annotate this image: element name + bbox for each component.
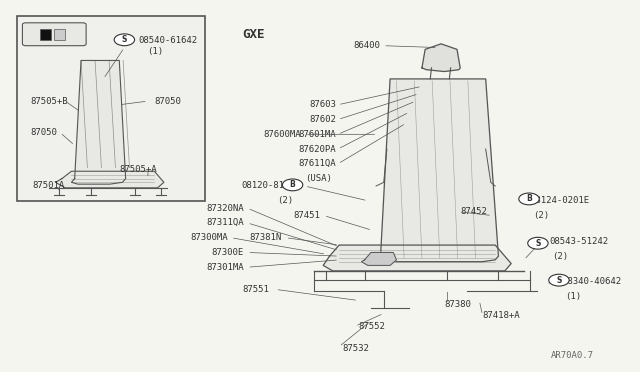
Text: 08120-8161E: 08120-8161E <box>242 182 301 190</box>
Text: 87300E: 87300E <box>211 248 244 257</box>
Text: AR70A0.7: AR70A0.7 <box>551 351 594 360</box>
Bar <box>40 29 51 40</box>
Text: 87300MA: 87300MA <box>190 233 228 242</box>
Text: 86400: 86400 <box>354 41 381 50</box>
Text: 87532: 87532 <box>342 344 369 353</box>
Text: 87551: 87551 <box>242 285 269 294</box>
Text: 87602: 87602 <box>309 115 336 124</box>
Text: 87501A: 87501A <box>32 182 64 190</box>
Text: S: S <box>535 239 541 248</box>
Circle shape <box>519 193 540 205</box>
Text: 87381N: 87381N <box>250 233 282 242</box>
Text: 87601MA: 87601MA <box>298 130 336 139</box>
Bar <box>54 29 65 40</box>
Text: (2): (2) <box>534 211 550 220</box>
Text: 08124-0201E: 08124-0201E <box>531 196 589 205</box>
Text: S: S <box>122 35 127 44</box>
Circle shape <box>114 34 134 46</box>
Text: (1): (1) <box>147 47 163 56</box>
Text: (1): (1) <box>565 292 582 301</box>
Text: 87505+A: 87505+A <box>119 165 157 174</box>
Text: 08543-51242: 08543-51242 <box>549 237 609 246</box>
Text: (2): (2) <box>552 251 569 261</box>
Text: S: S <box>556 276 562 285</box>
FancyBboxPatch shape <box>17 16 205 201</box>
Polygon shape <box>56 171 164 188</box>
Polygon shape <box>362 253 396 265</box>
Text: (USA): (USA) <box>305 174 332 183</box>
Polygon shape <box>376 79 499 262</box>
Circle shape <box>528 237 548 249</box>
Text: 87311QA: 87311QA <box>206 218 244 227</box>
FancyBboxPatch shape <box>22 23 86 46</box>
Text: 87050: 87050 <box>30 128 57 137</box>
Text: 08340-40642: 08340-40642 <box>562 278 621 286</box>
Text: 87451: 87451 <box>293 211 320 220</box>
Polygon shape <box>323 245 511 271</box>
Text: 87600MA: 87600MA <box>263 130 301 139</box>
Text: 87301MA: 87301MA <box>206 263 244 272</box>
Polygon shape <box>422 44 460 71</box>
Text: 87620PA: 87620PA <box>298 145 336 154</box>
Text: 87418+A: 87418+A <box>483 311 520 320</box>
Text: 87505+B: 87505+B <box>30 97 68 106</box>
Text: 87452: 87452 <box>460 207 487 217</box>
Text: 08540-61642: 08540-61642 <box>138 36 198 45</box>
Text: 87611QA: 87611QA <box>298 159 336 169</box>
Text: 87552: 87552 <box>358 322 385 331</box>
Text: B: B <box>290 180 296 189</box>
Circle shape <box>282 179 303 191</box>
Text: 87050: 87050 <box>154 97 181 106</box>
Text: 87380: 87380 <box>444 300 471 309</box>
Polygon shape <box>72 61 125 184</box>
Text: (2): (2) <box>277 196 293 205</box>
Text: GXE: GXE <box>242 28 264 41</box>
Text: 87603: 87603 <box>309 100 336 109</box>
Circle shape <box>548 274 569 286</box>
Text: 87320NA: 87320NA <box>206 203 244 213</box>
Text: B: B <box>526 195 532 203</box>
